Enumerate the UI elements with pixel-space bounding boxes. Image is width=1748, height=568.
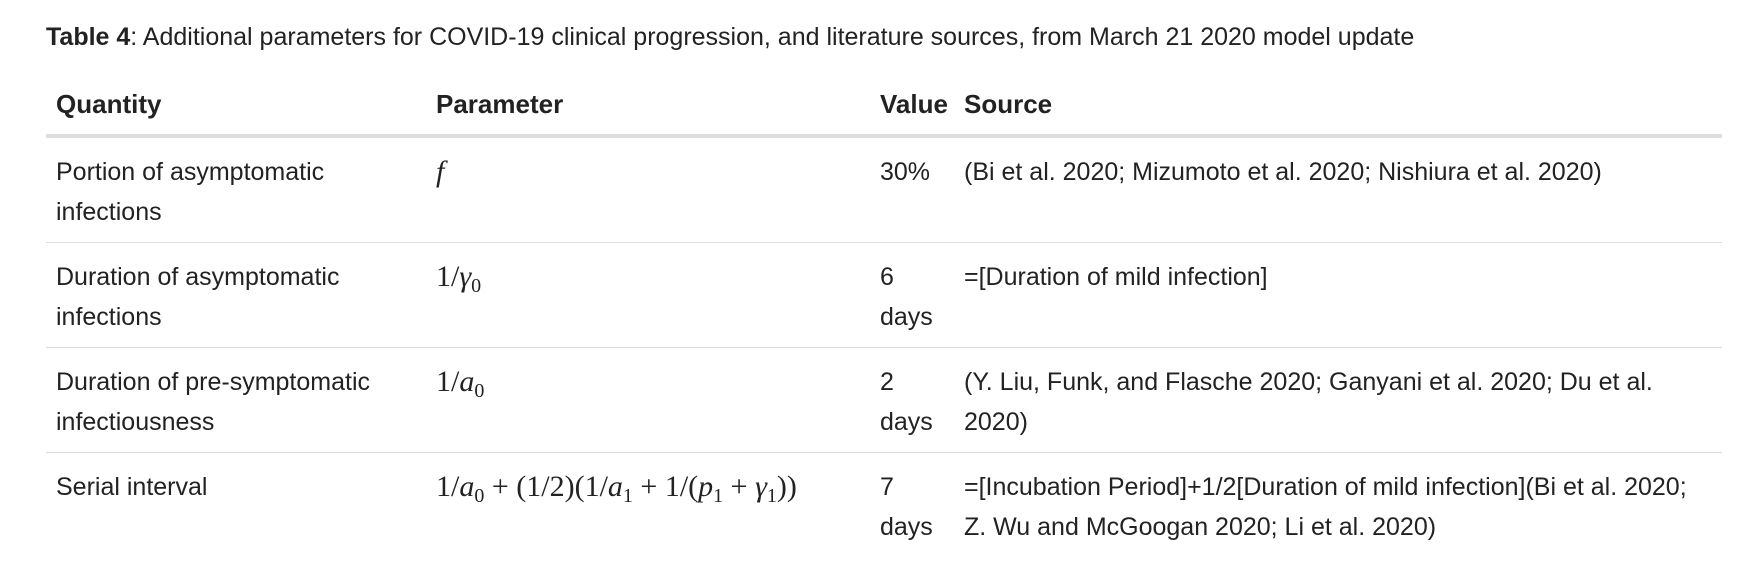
cell-value: 7 days [880, 473, 933, 541]
table-row: Duration of asymptomatic infections 1/γ0… [46, 242, 1722, 348]
formula-text: 1/ [436, 470, 460, 503]
cell-quantity: Serial interval [56, 473, 208, 501]
formula-variable: a [607, 470, 623, 503]
formula-variable: γ [755, 470, 767, 503]
parameter-prefix: 1/ [436, 260, 460, 293]
table-row: Duration of pre-symptomatic infectiousne… [46, 347, 1722, 453]
formula-subscript: 1 [622, 485, 633, 507]
parameter-variable: f [436, 155, 445, 188]
cell-source: =[Duration of mild infection] [954, 242, 1722, 348]
cell-value: 30% [876, 136, 954, 243]
formula-subscript: 1 [766, 485, 777, 507]
parameter-subscript: 0 [474, 380, 485, 402]
cell-source: (Y. Liu, Funk, and Flasche 2020; Ganyani… [954, 347, 1722, 453]
cell-source: (Bi et al. 2020; Mizumoto et al. 2020; N… [954, 136, 1722, 243]
cell-parameter: f [426, 136, 876, 243]
cell-value: 2 days [876, 347, 954, 453]
table-caption: Table 4: Additional parameters for COVID… [46, 20, 1414, 54]
parameter-formula: f [436, 155, 444, 188]
header-parameter: Parameter [426, 84, 876, 138]
table-row: Portion of asymptomatic infections f 30%… [46, 136, 1722, 243]
formula-text: )) [776, 470, 797, 503]
parameter-formula: 1/a0 [436, 365, 484, 401]
parameter-formula: 1/γ0 [436, 260, 481, 296]
formula-variable: p [698, 470, 714, 503]
formula-text: + 1/( [632, 470, 699, 503]
table-header-row: Quantity Parameter Value Source [46, 84, 1722, 138]
cell-parameter: 1/γ0 [426, 242, 876, 348]
cell-source: =[Incubation Period]+1/2[Duration of mil… [964, 473, 1687, 541]
formula-subscript: 0 [474, 485, 485, 507]
parameter-formula: 1/a0 + (1/2)(1/a1 + 1/(p1 + γ1)) [436, 470, 797, 506]
table-row: Serial interval 1/a0 + (1/2)(1/a1 + 1/(p… [46, 453, 1722, 558]
cell-quantity: Duration of pre-symptomatic infectiousne… [46, 347, 426, 453]
parameter-variable: γ [459, 260, 472, 293]
parameter-variable: a [459, 365, 475, 398]
cell-parameter: 1/a0 [426, 347, 876, 453]
header-value: Value [876, 84, 954, 138]
formula-subscript: 1 [713, 485, 724, 507]
cell-value: 6 days [876, 242, 954, 348]
table-caption-label: Table 4 [46, 23, 131, 51]
formula-text: + [723, 470, 756, 503]
cell-quantity: Duration of asymptomatic infections [46, 242, 426, 348]
header-source: Source [954, 84, 1722, 138]
parameter-subscript: 0 [471, 275, 482, 297]
formula-text: + (1/2)(1/ [484, 470, 608, 503]
formula-variable: a [459, 470, 475, 503]
table-caption-text: : Additional parameters for COVID-19 cli… [130, 23, 1415, 51]
parameter-prefix: 1/ [436, 365, 460, 398]
header-quantity: Quantity [46, 84, 426, 138]
cell-parameter: 1/a0 + (1/2)(1/a1 + 1/(p1 + γ1)) [426, 453, 876, 558]
cell-quantity: Portion of asymptomatic infections [46, 136, 426, 243]
parameters-table: Quantity Parameter Value Source Portion … [46, 84, 1722, 557]
